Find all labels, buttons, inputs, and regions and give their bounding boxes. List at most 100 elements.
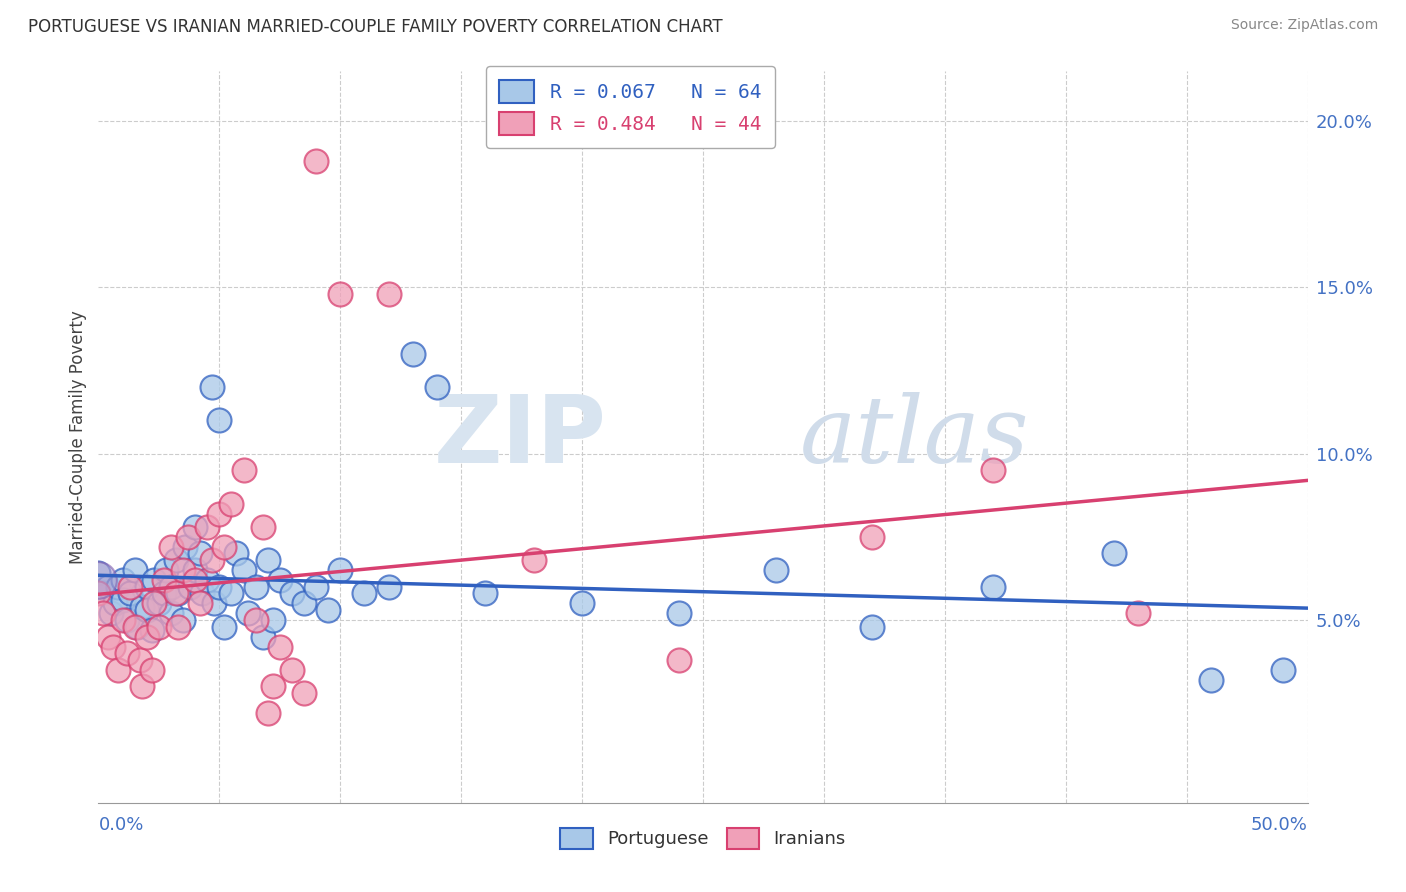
Point bbox=[160, 607, 183, 621]
Point bbox=[172, 613, 194, 627]
Point bbox=[174, 540, 197, 554]
Point bbox=[281, 663, 304, 677]
Point bbox=[305, 154, 328, 169]
Point bbox=[143, 596, 166, 610]
Point bbox=[1272, 663, 1295, 677]
Point bbox=[188, 596, 211, 610]
Point bbox=[177, 530, 200, 544]
Point bbox=[191, 586, 214, 600]
Point bbox=[87, 586, 110, 600]
Point bbox=[165, 586, 187, 600]
Point bbox=[245, 613, 267, 627]
Point bbox=[262, 680, 284, 694]
Point bbox=[148, 596, 170, 610]
Point bbox=[87, 573, 110, 587]
Point bbox=[117, 646, 139, 660]
Point bbox=[232, 563, 254, 577]
Point bbox=[256, 706, 278, 720]
Point bbox=[167, 619, 190, 633]
Point bbox=[131, 599, 153, 614]
Point bbox=[204, 596, 226, 610]
Point bbox=[107, 580, 129, 594]
Text: 0.0%: 0.0% bbox=[98, 816, 143, 834]
Point bbox=[212, 540, 235, 554]
Point bbox=[353, 586, 375, 600]
Point bbox=[668, 653, 690, 667]
Point bbox=[143, 573, 166, 587]
Point bbox=[188, 546, 211, 560]
Point bbox=[155, 563, 177, 577]
Point bbox=[117, 613, 139, 627]
Point bbox=[135, 603, 157, 617]
Point bbox=[97, 580, 120, 594]
Point bbox=[377, 287, 399, 301]
Point bbox=[221, 586, 243, 600]
Point bbox=[1199, 673, 1222, 687]
Point bbox=[292, 596, 315, 610]
Point bbox=[201, 380, 224, 394]
Text: 50.0%: 50.0% bbox=[1251, 816, 1308, 834]
Point bbox=[981, 463, 1004, 477]
Point bbox=[225, 546, 247, 560]
Point bbox=[981, 580, 1004, 594]
Point bbox=[252, 520, 274, 534]
Point bbox=[281, 586, 304, 600]
Point bbox=[329, 287, 352, 301]
Point bbox=[128, 653, 150, 667]
Point bbox=[212, 619, 235, 633]
Point bbox=[195, 520, 218, 534]
Point bbox=[571, 596, 593, 610]
Point bbox=[160, 580, 183, 594]
Point bbox=[124, 619, 146, 633]
Point bbox=[152, 586, 174, 600]
Point bbox=[141, 663, 163, 677]
Point bbox=[474, 586, 496, 600]
Point bbox=[221, 497, 243, 511]
Point bbox=[124, 563, 146, 577]
Point bbox=[860, 619, 883, 633]
Point bbox=[208, 580, 231, 594]
Point bbox=[1128, 607, 1150, 621]
Point bbox=[100, 607, 122, 621]
Point bbox=[668, 607, 690, 621]
Point bbox=[148, 619, 170, 633]
Point bbox=[184, 573, 207, 587]
Point bbox=[118, 580, 141, 594]
Point bbox=[172, 563, 194, 577]
Point bbox=[97, 630, 120, 644]
Point bbox=[179, 580, 201, 594]
Point bbox=[118, 586, 141, 600]
Point bbox=[316, 603, 339, 617]
Point bbox=[208, 507, 231, 521]
Point bbox=[184, 563, 207, 577]
Text: Source: ZipAtlas.com: Source: ZipAtlas.com bbox=[1230, 18, 1378, 32]
Point bbox=[305, 580, 328, 594]
Point bbox=[135, 630, 157, 644]
Point bbox=[292, 686, 315, 700]
Point bbox=[127, 619, 149, 633]
Point bbox=[91, 607, 114, 621]
Point bbox=[101, 640, 124, 654]
Point bbox=[135, 580, 157, 594]
Point bbox=[104, 596, 127, 610]
Point bbox=[91, 586, 114, 600]
Point bbox=[111, 593, 134, 607]
Point bbox=[167, 586, 190, 600]
Point bbox=[208, 413, 231, 427]
Point bbox=[107, 663, 129, 677]
Point bbox=[87, 566, 110, 581]
Point bbox=[269, 640, 291, 654]
Point bbox=[269, 573, 291, 587]
Point bbox=[262, 613, 284, 627]
Point bbox=[141, 623, 163, 637]
Text: ZIP: ZIP bbox=[433, 391, 606, 483]
Point bbox=[184, 520, 207, 534]
Point bbox=[426, 380, 449, 394]
Point bbox=[252, 630, 274, 644]
Point bbox=[377, 580, 399, 594]
Point bbox=[165, 553, 187, 567]
Point bbox=[201, 553, 224, 567]
Text: PORTUGUESE VS IRANIAN MARRIED-COUPLE FAMILY POVERTY CORRELATION CHART: PORTUGUESE VS IRANIAN MARRIED-COUPLE FAM… bbox=[28, 18, 723, 36]
Point bbox=[402, 347, 425, 361]
Legend: Portuguese, Iranians: Portuguese, Iranians bbox=[553, 821, 853, 856]
